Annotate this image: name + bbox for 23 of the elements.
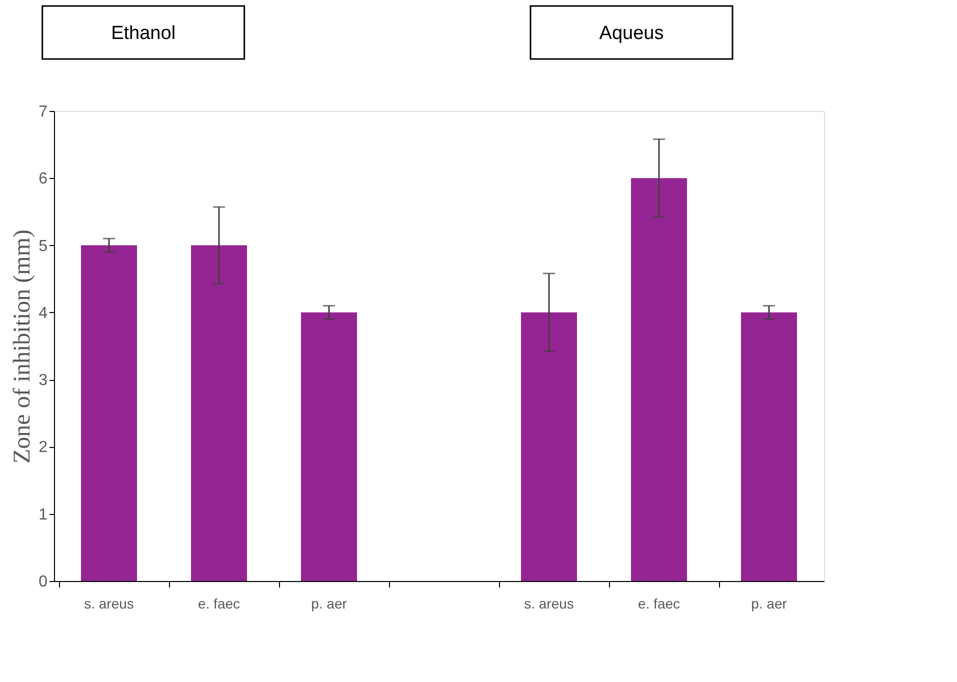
y-tick-label: 0 (38, 574, 48, 590)
y-tick-label: 1 (38, 506, 48, 524)
y-tick-label: 3 (38, 372, 48, 390)
bar (741, 312, 797, 581)
x-tick-label: p. aer (311, 596, 348, 612)
x-tick-label: e. faec (198, 596, 240, 612)
text: Ethanol (111, 23, 176, 44)
y-tick-label: 7 (38, 104, 48, 120)
bar (521, 312, 577, 581)
x-tick-label: s. areus (84, 596, 134, 612)
bar (631, 178, 687, 581)
bar (301, 312, 357, 581)
y-tick-label: 2 (38, 439, 48, 456)
y-tick-label: 4 (38, 304, 48, 322)
bar (81, 245, 137, 581)
x-tick-label: p. aer (751, 596, 788, 612)
x-tick-label: e. faec (638, 596, 680, 612)
bar (191, 245, 247, 581)
x-tick-label: s. areus (524, 596, 574, 612)
y-axis-title: Zone of inhibition (mm) (10, 230, 36, 464)
y-tick-label: 5 (38, 238, 48, 255)
y-tick-label: 6 (38, 170, 48, 188)
text: Aqueus (599, 23, 664, 44)
